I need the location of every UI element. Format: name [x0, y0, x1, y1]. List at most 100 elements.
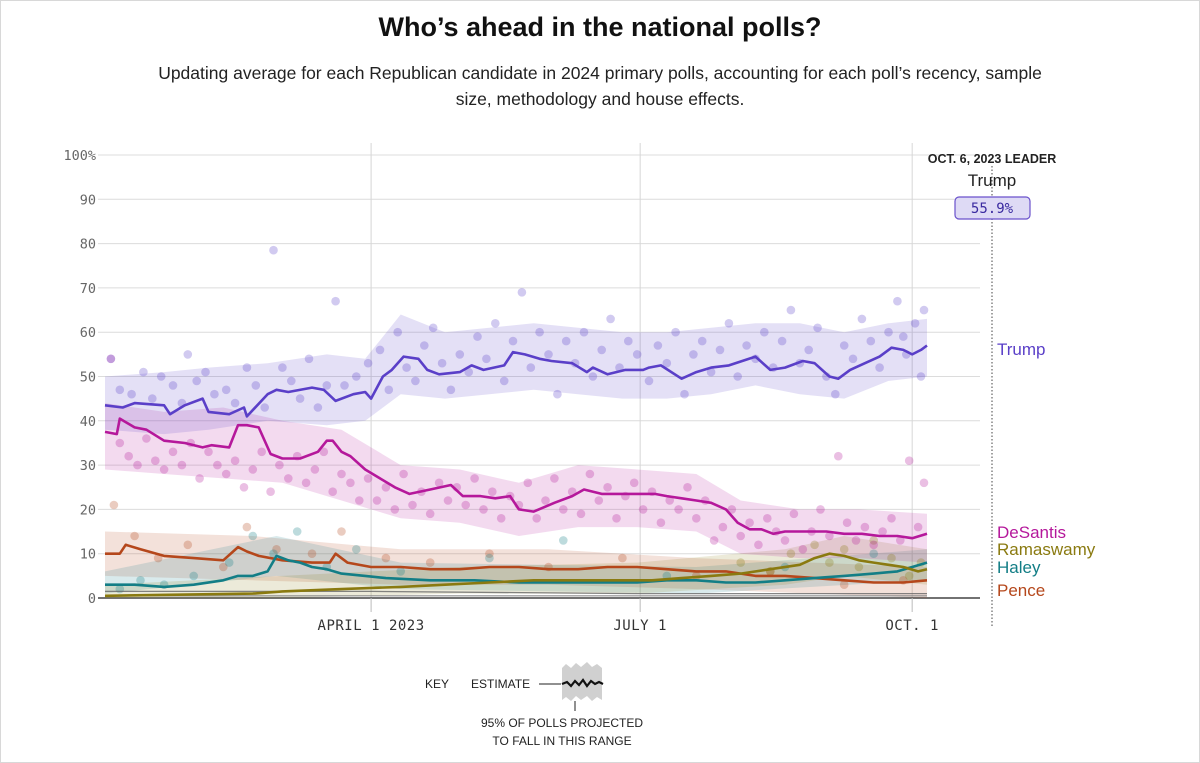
- desantis-poll-point: [736, 531, 745, 541]
- trump-poll-point: [313, 403, 323, 412]
- desantis-poll-point: [310, 465, 320, 474]
- trump-poll-point: [508, 336, 518, 346]
- desantis-poll-point: [381, 483, 391, 492]
- trump-poll-point: [624, 336, 633, 346]
- desantis-poll-point: [878, 527, 887, 536]
- desantis-poll-point: [629, 478, 639, 488]
- haley-poll-point: [396, 567, 406, 576]
- desantis-poll-point: [328, 487, 338, 497]
- desantis-poll-point: [213, 460, 222, 470]
- desantis-poll-point: [115, 438, 125, 448]
- poll-points: [106, 245, 929, 594]
- trump-poll-point: [221, 385, 231, 395]
- pence-poll-point: [109, 500, 119, 510]
- leader-heading: OCT. 6, 2023 LEADER: [928, 152, 1057, 166]
- trump-poll-point: [910, 319, 920, 328]
- desantis-poll-point: [479, 505, 488, 514]
- desantis-poll-point: [594, 496, 604, 505]
- pence-poll-point: [381, 553, 391, 563]
- desantis-poll-point: [559, 505, 568, 514]
- x-axis: APRIL 1 2023 JULY 1 OCT. 1: [318, 598, 939, 634]
- trump-poll-point: [579, 327, 589, 337]
- x-tick-label-oct-1: OCT. 1: [885, 618, 939, 634]
- haley-poll-point: [115, 584, 125, 594]
- desantis-poll-point: [248, 465, 258, 474]
- desantis-poll-point: [576, 509, 586, 519]
- desantis-poll-point: [665, 496, 674, 505]
- trump-poll-point: [411, 376, 420, 386]
- trump-poll-point: [813, 323, 822, 333]
- trump-poll-point: [893, 296, 902, 306]
- trump-poll-point: [295, 394, 305, 403]
- trump-poll-point: [499, 376, 509, 386]
- chart-subtitle: Updating average for each Republican can…: [158, 63, 1042, 109]
- trump-poll-point: [437, 358, 447, 368]
- trump-poll-point: [278, 363, 287, 372]
- trump-poll-point: [420, 341, 429, 350]
- minor-candidate-line-1: [105, 590, 927, 595]
- pence-poll-point: [337, 527, 346, 536]
- trump-poll-point: [393, 327, 403, 337]
- ramaswamy-poll-point: [810, 540, 819, 550]
- desantis-poll-point: [656, 518, 666, 527]
- trump-poll-point: [553, 389, 562, 399]
- trump-average-line: [104, 344, 928, 418]
- trump-poll-point: [760, 327, 769, 337]
- trump-poll-point: [662, 358, 672, 368]
- trump-poll-point: [689, 350, 698, 359]
- desantis-poll-point: [825, 531, 834, 541]
- trump-poll-point: [304, 354, 314, 364]
- haley-poll-point: [869, 549, 878, 558]
- trump-poll-point: [742, 341, 751, 350]
- trump-poll-point: [428, 323, 438, 333]
- desantis-poll-point: [257, 447, 267, 457]
- desantis-poll-point: [443, 496, 453, 505]
- trump-poll-point: [804, 345, 813, 355]
- trump-poll-point: [535, 327, 544, 337]
- desantis-poll-point: [399, 469, 408, 479]
- pence-poll-point: [183, 540, 193, 550]
- desantis-poll-point: [301, 478, 311, 488]
- desantis-poll-point: [887, 514, 896, 523]
- trump-poll-point: [402, 363, 411, 372]
- trump-poll-point: [916, 372, 926, 381]
- ramaswamy-poll-point: [786, 549, 796, 558]
- trump-poll-point: [375, 345, 385, 355]
- trump-poll-point: [210, 389, 219, 399]
- pence-poll-point: [242, 522, 252, 532]
- y-tick-label-40: 40: [80, 414, 96, 430]
- y-tick-label-70: 70: [80, 281, 96, 297]
- trump-poll-point: [363, 358, 373, 368]
- desantis-poll-point: [896, 536, 905, 545]
- trump-poll-point: [115, 385, 125, 395]
- trump-poll-point: [588, 372, 598, 381]
- trump-poll-point: [251, 381, 261, 390]
- y-tick-label-10: 10: [80, 547, 96, 563]
- desantis-poll-point: [860, 522, 870, 532]
- haley-label: Haley: [997, 558, 1041, 577]
- pence-label: Pence: [997, 581, 1045, 600]
- desantis-poll-point: [124, 451, 133, 461]
- trump-poll-point: [287, 376, 296, 386]
- desantis-poll-point: [470, 474, 479, 483]
- trump-poll-point: [384, 385, 394, 395]
- desantis-poll-point: [142, 434, 151, 443]
- desantis-poll-point: [106, 354, 116, 364]
- desantis-poll-point: [230, 456, 240, 466]
- desantis-poll-point: [266, 487, 275, 497]
- key-estimate-label: ESTIMATE: [471, 677, 530, 691]
- desantis-poll-point: [133, 460, 142, 470]
- pence-poll-point: [485, 549, 494, 558]
- ramaswamy-poll-point: [869, 536, 878, 545]
- desantis-poll-point: [195, 474, 204, 483]
- haley-poll-point: [352, 545, 361, 554]
- desantis-poll-point: [532, 514, 541, 523]
- trump-poll-point: [242, 363, 252, 372]
- ramaswamy-poll-point: [854, 562, 864, 572]
- trump-confidence-band: [105, 314, 927, 435]
- desantis-poll-point: [842, 518, 852, 527]
- ramaswamy-poll-point: [904, 571, 914, 581]
- trump-poll-point: [561, 336, 571, 346]
- y-tick-label-60: 60: [80, 325, 96, 341]
